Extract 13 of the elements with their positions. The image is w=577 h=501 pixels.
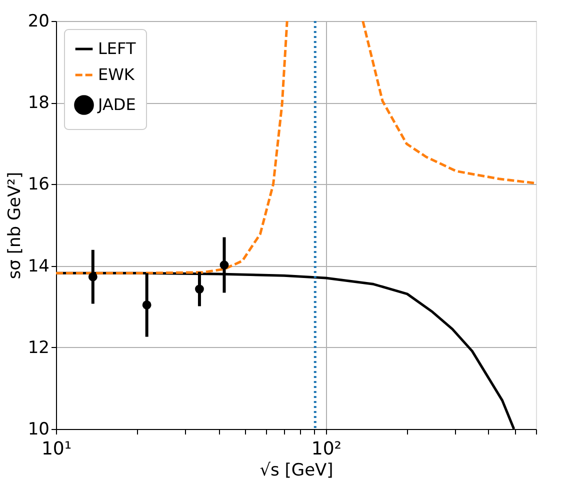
y-tick-label: 10 bbox=[28, 420, 50, 440]
y-tick-label: 12 bbox=[28, 338, 50, 358]
x-tick-label: 10¹ bbox=[41, 438, 72, 460]
y-axis-title: sσ [nb GeV²] bbox=[4, 172, 25, 280]
y-tick-label: 16 bbox=[28, 174, 50, 195]
legend-label: EWK bbox=[98, 65, 135, 84]
y-tick-label: 18 bbox=[28, 93, 50, 114]
legend-label: LEFT bbox=[98, 39, 136, 58]
y-tick-label: 14 bbox=[28, 256, 50, 276]
x-axis-title: √s [GeV] bbox=[260, 460, 334, 480]
legend-label: JADE bbox=[97, 95, 136, 114]
y-tick-label: 20 bbox=[28, 12, 50, 32]
x-tick-label: 10² bbox=[311, 438, 342, 460]
